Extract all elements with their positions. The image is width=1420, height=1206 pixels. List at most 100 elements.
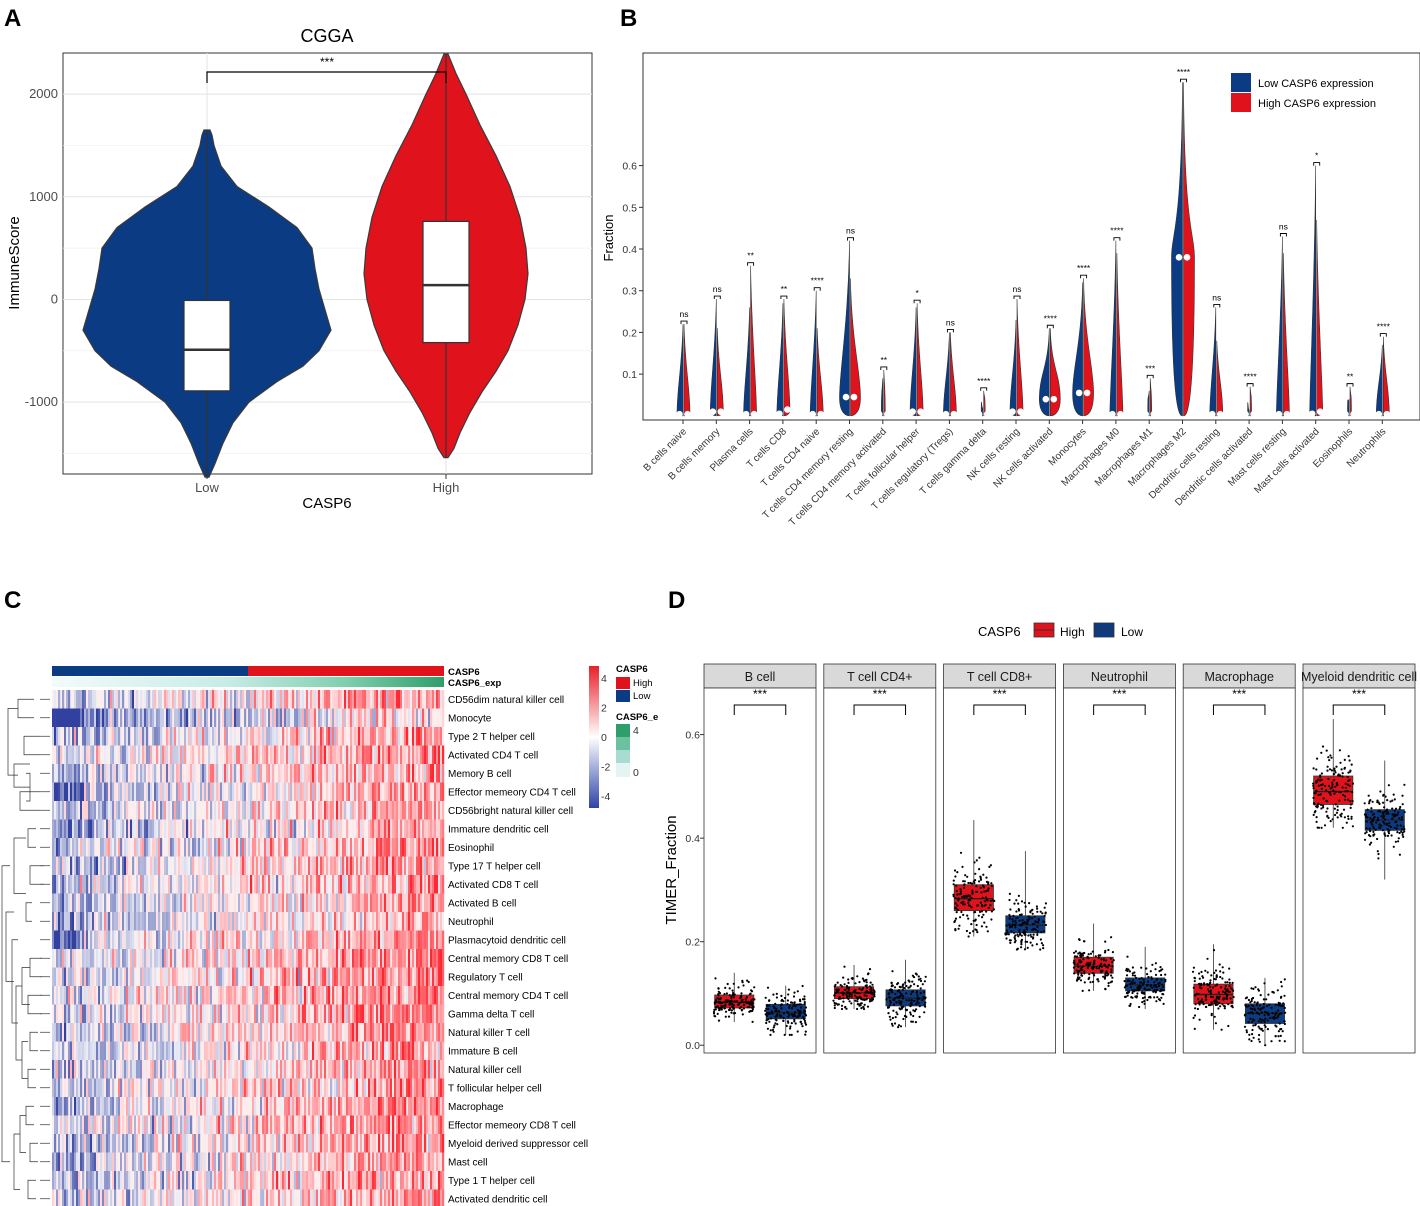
- panel-c-heatmap-cell: [370, 1134, 373, 1153]
- panel-c-heatmap-cell: [298, 838, 301, 857]
- panel-c-heatmap-cell: [106, 875, 109, 894]
- panel-c-heatmap-cell: [150, 801, 153, 820]
- panel-c-heatmap-cell: [314, 745, 317, 764]
- panel-c-heatmap-cell: [150, 1041, 153, 1060]
- panel-c-heatmap-cell: [256, 690, 259, 709]
- panel-c-heatmap-cell: [246, 1004, 249, 1023]
- panel-c-heatmap-cell: [396, 1023, 399, 1042]
- panel-c-heatmap-cell: [120, 690, 123, 709]
- panel-c-heatmap-cell: [164, 1023, 167, 1042]
- panel-c-heatmap-cell: [156, 838, 159, 857]
- panel-c-heatmap-cell: [314, 1134, 317, 1153]
- panel-c-heatmap-cell: [158, 986, 161, 1005]
- panel-c-heatmap-cell: [164, 690, 167, 709]
- panel-c-heatmap-cell: [260, 764, 263, 783]
- panel-c-heatmap-cell: [138, 708, 141, 727]
- panel-c-heatmap-cell: [220, 893, 223, 912]
- panel-c-heatmap-cell: [290, 708, 293, 727]
- panel-c-heatmap-cell: [402, 838, 405, 857]
- panel-c-heatmap-cell: [134, 1189, 137, 1206]
- panel-c-heatmap-cell: [146, 1041, 149, 1060]
- panel-c-heatmap-cell: [354, 727, 357, 746]
- panel-c-heatmap-cell: [130, 1060, 133, 1079]
- panel-c-heatmap-cell: [110, 1134, 113, 1153]
- panel-c-heatmap-cell: [92, 801, 95, 820]
- panel-c-heatmap-cell: [388, 764, 391, 783]
- panel-c-heatmap-cell: [160, 967, 163, 986]
- panel-c-heatmap-cell: [424, 949, 427, 968]
- panel-c-heatmap-cell: [122, 1004, 125, 1023]
- panel-c-heatmap-cell: [354, 1115, 357, 1134]
- panel-c-heatmap-cell: [110, 1041, 113, 1060]
- panel-c-heatmap-cell: [216, 1004, 219, 1023]
- panel-c-heatmap-cell: [432, 1060, 435, 1079]
- panel-c-heatmap-cell: [176, 1171, 179, 1190]
- panel-c-heatmap-cell: [160, 1097, 163, 1116]
- panel-c-heatmap-cell: [212, 949, 215, 968]
- panel-c-heatmap-cell: [150, 949, 153, 968]
- panel-c-heatmap-cell: [400, 949, 403, 968]
- panel-c-heatmap-cell: [184, 1189, 187, 1206]
- panel-c-heatmap-cell: [348, 1171, 351, 1190]
- panel-c-heatmap-cell: [388, 1097, 391, 1116]
- panel-c-heatmap-cell: [306, 893, 309, 912]
- panel-c-heatmap-cell: [168, 986, 171, 1005]
- panel-c-heatmap-cell: [274, 801, 277, 820]
- panel-c-heatmap-cell: [320, 819, 323, 838]
- panel-c-heatmap-cell: [252, 912, 255, 931]
- panel-c-heatmap-cell: [124, 782, 127, 801]
- panel-c-heatmap-cell: [422, 1041, 425, 1060]
- panel-c-heatmap-cell: [270, 838, 273, 857]
- panel-c-heatmap-cell: [130, 893, 133, 912]
- panel-c-heatmap-cell: [198, 727, 201, 746]
- panel-c-heatmap-cell: [326, 764, 329, 783]
- panel-c-heatmap-cell: [122, 1189, 125, 1206]
- panel-c-heatmap-cell: [314, 875, 317, 894]
- panel-c-heatmap-cell: [134, 1171, 137, 1190]
- panel-c-heatmap-cell: [342, 1078, 345, 1097]
- panel-c-heatmap-cell: [110, 801, 113, 820]
- panel-c-heatmap-cell: [214, 1097, 217, 1116]
- panel-c-heatmap-cell: [352, 727, 355, 746]
- panel-c-heatmap-cell: [176, 838, 179, 857]
- panel-c-heatmap-cell: [202, 1023, 205, 1042]
- panel-c-heatmap-cell: [72, 912, 75, 931]
- panel-c-heatmap-cell: [380, 819, 383, 838]
- panel-c-heatmap-cell: [238, 690, 241, 709]
- panel-c-heatmap-cell: [178, 764, 181, 783]
- panel-c-heatmap-cell: [88, 1041, 91, 1060]
- panel-c-heatmap-cell: [90, 967, 93, 986]
- panel-c-heatmap-cell: [272, 801, 275, 820]
- panel-c-heatmap-cell: [58, 930, 61, 949]
- panel-c-heatmap-cell: [122, 745, 125, 764]
- panel-c-heatmap-cell: [246, 1060, 249, 1079]
- panel-c-heatmap-cell: [64, 930, 67, 949]
- panel-c-heatmap-cell: [82, 782, 85, 801]
- panel-c-heatmap-cell: [156, 1060, 159, 1079]
- panel-c-heatmap-cell: [282, 1134, 285, 1153]
- panel-c-heatmap-cell: [244, 727, 247, 746]
- panel-c-heatmap-cell: [280, 930, 283, 949]
- panel-c-heatmap-cell: [232, 1171, 235, 1190]
- panel-c-heatmap-cell: [150, 875, 153, 894]
- panel-c-heatmap-cell: [370, 949, 373, 968]
- panel-c-heatmap-cell: [84, 1041, 87, 1060]
- panel-c-heatmap-cell: [346, 782, 349, 801]
- panel-c-heatmap-cell: [164, 1097, 167, 1116]
- panel-c-heatmap-cell: [262, 893, 265, 912]
- panel-c-heatmap-cell: [170, 1189, 173, 1206]
- panel-c-heatmap-cell: [368, 856, 371, 875]
- panel-c-heatmap-cell: [420, 745, 423, 764]
- panel-c-heatmap-cell: [428, 875, 431, 894]
- panel-c-heatmap-cell: [256, 912, 259, 931]
- panel-c-heatmap-cell: [304, 764, 307, 783]
- panel-c-heatmap-cell: [320, 1023, 323, 1042]
- panel-c-heatmap-cell: [402, 1078, 405, 1097]
- panel-c-heatmap-cell: [82, 690, 85, 709]
- panel-c-heatmap-cell: [432, 930, 435, 949]
- panel-c-heatmap-cell: [262, 875, 265, 894]
- panel-c-heatmap-cell: [188, 782, 191, 801]
- panel-c-heatmap-cell: [254, 986, 257, 1005]
- panel-c-heatmap-cell: [416, 1060, 419, 1079]
- panel-c-heatmap-cell: [194, 1097, 197, 1116]
